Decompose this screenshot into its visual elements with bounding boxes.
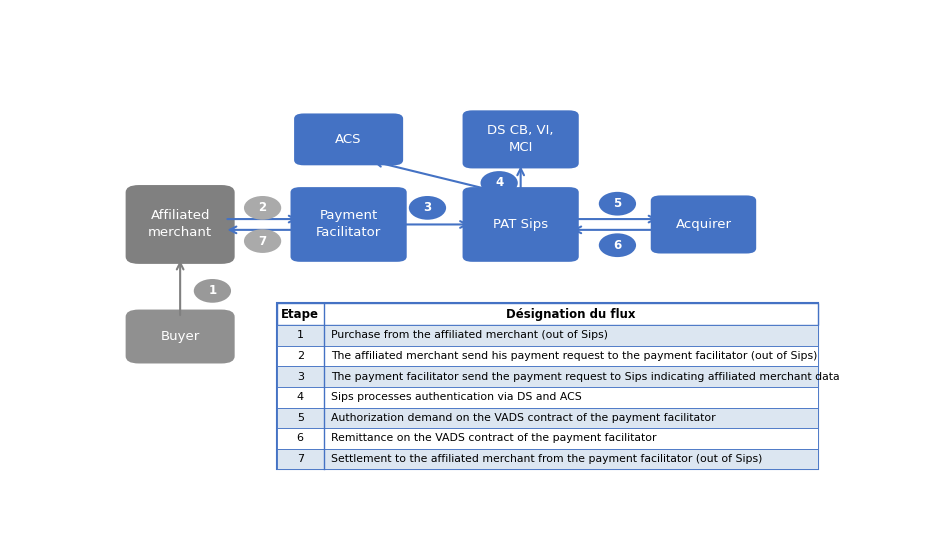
Text: Remittance on the VADS contract of the payment facilitator: Remittance on the VADS contract of the p… [331,433,656,444]
Text: Acquirer: Acquirer [675,218,732,231]
Text: Authorization demand on the VADS contract of the payment facilitator: Authorization demand on the VADS contrac… [331,413,715,423]
Text: 3: 3 [424,202,432,215]
FancyBboxPatch shape [125,308,236,364]
Text: 1: 1 [208,285,216,298]
Text: DS CB, VI,
MCI: DS CB, VI, MCI [487,125,554,154]
Text: Buyer: Buyer [161,330,200,343]
Text: 2: 2 [258,202,266,215]
Text: PAT Sips: PAT Sips [493,218,549,231]
Text: 6: 6 [613,239,622,252]
FancyBboxPatch shape [277,345,819,367]
FancyBboxPatch shape [290,186,408,263]
FancyBboxPatch shape [277,367,819,387]
FancyBboxPatch shape [462,186,580,263]
Text: 4: 4 [297,392,303,402]
Text: 6: 6 [297,433,303,444]
FancyBboxPatch shape [277,407,819,428]
Ellipse shape [244,229,281,253]
FancyBboxPatch shape [277,428,819,449]
Ellipse shape [598,233,636,257]
Text: Désignation du flux: Désignation du flux [506,308,635,321]
Text: Settlement to the affiliated merchant from the payment facilitator (out of Sips): Settlement to the affiliated merchant fr… [331,454,762,464]
FancyBboxPatch shape [293,113,404,167]
Text: Payment
Facilitator: Payment Facilitator [316,210,381,239]
FancyBboxPatch shape [277,303,819,325]
FancyBboxPatch shape [277,387,819,407]
Text: Purchase from the affiliated merchant (out of Sips): Purchase from the affiliated merchant (o… [331,330,608,341]
Text: 7: 7 [258,234,266,247]
Ellipse shape [409,196,446,220]
Text: Affiliated
merchant: Affiliated merchant [148,210,212,239]
Text: Etape: Etape [281,308,319,321]
Text: 5: 5 [613,197,622,210]
FancyBboxPatch shape [125,184,236,265]
Text: 5: 5 [297,413,303,423]
Text: ACS: ACS [336,133,362,146]
FancyBboxPatch shape [277,449,819,469]
Text: 4: 4 [495,176,503,190]
FancyBboxPatch shape [277,303,819,469]
Text: 2: 2 [297,351,303,361]
FancyBboxPatch shape [649,195,758,254]
Text: 3: 3 [297,371,303,382]
Ellipse shape [480,171,518,195]
Text: The payment facilitator send the payment request to Sips indicating affiliated m: The payment facilitator send the payment… [331,371,839,382]
Text: 7: 7 [297,454,303,464]
Ellipse shape [193,279,231,303]
Text: Sips processes authentication via DS and ACS: Sips processes authentication via DS and… [331,392,582,402]
Ellipse shape [244,196,281,220]
Text: The affiliated merchant send his payment request to the payment facilitator (out: The affiliated merchant send his payment… [331,351,817,361]
Text: 1: 1 [297,330,303,341]
Ellipse shape [598,192,636,216]
FancyBboxPatch shape [462,109,580,169]
FancyBboxPatch shape [277,325,819,345]
